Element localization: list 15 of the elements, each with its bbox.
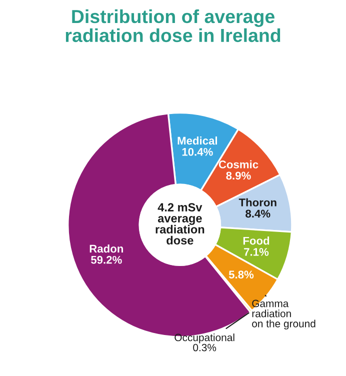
data-label: 59.2% [90,256,122,264]
data-label: 5.8% [228,270,254,279]
slice-label: Cosmic [218,160,258,168]
data-label: 7.1% [244,248,269,256]
data-label: 0.3% [193,344,216,352]
chart-title: Distribution of average radiation dose in Ireland [66,9,280,42]
data-label: 8.9% [226,172,251,180]
slice-label: Occupational [174,334,234,344]
data-label: 10.4% [182,148,213,156]
data-label: 8.4% [246,210,270,218]
slice-label: Radon [90,244,123,253]
text: 4.2 mSv average radiation dose [156,203,204,245]
slice-label: Medical [178,136,218,145]
slice-label: Thoron [238,198,276,206]
slice-label: Food [243,236,270,245]
